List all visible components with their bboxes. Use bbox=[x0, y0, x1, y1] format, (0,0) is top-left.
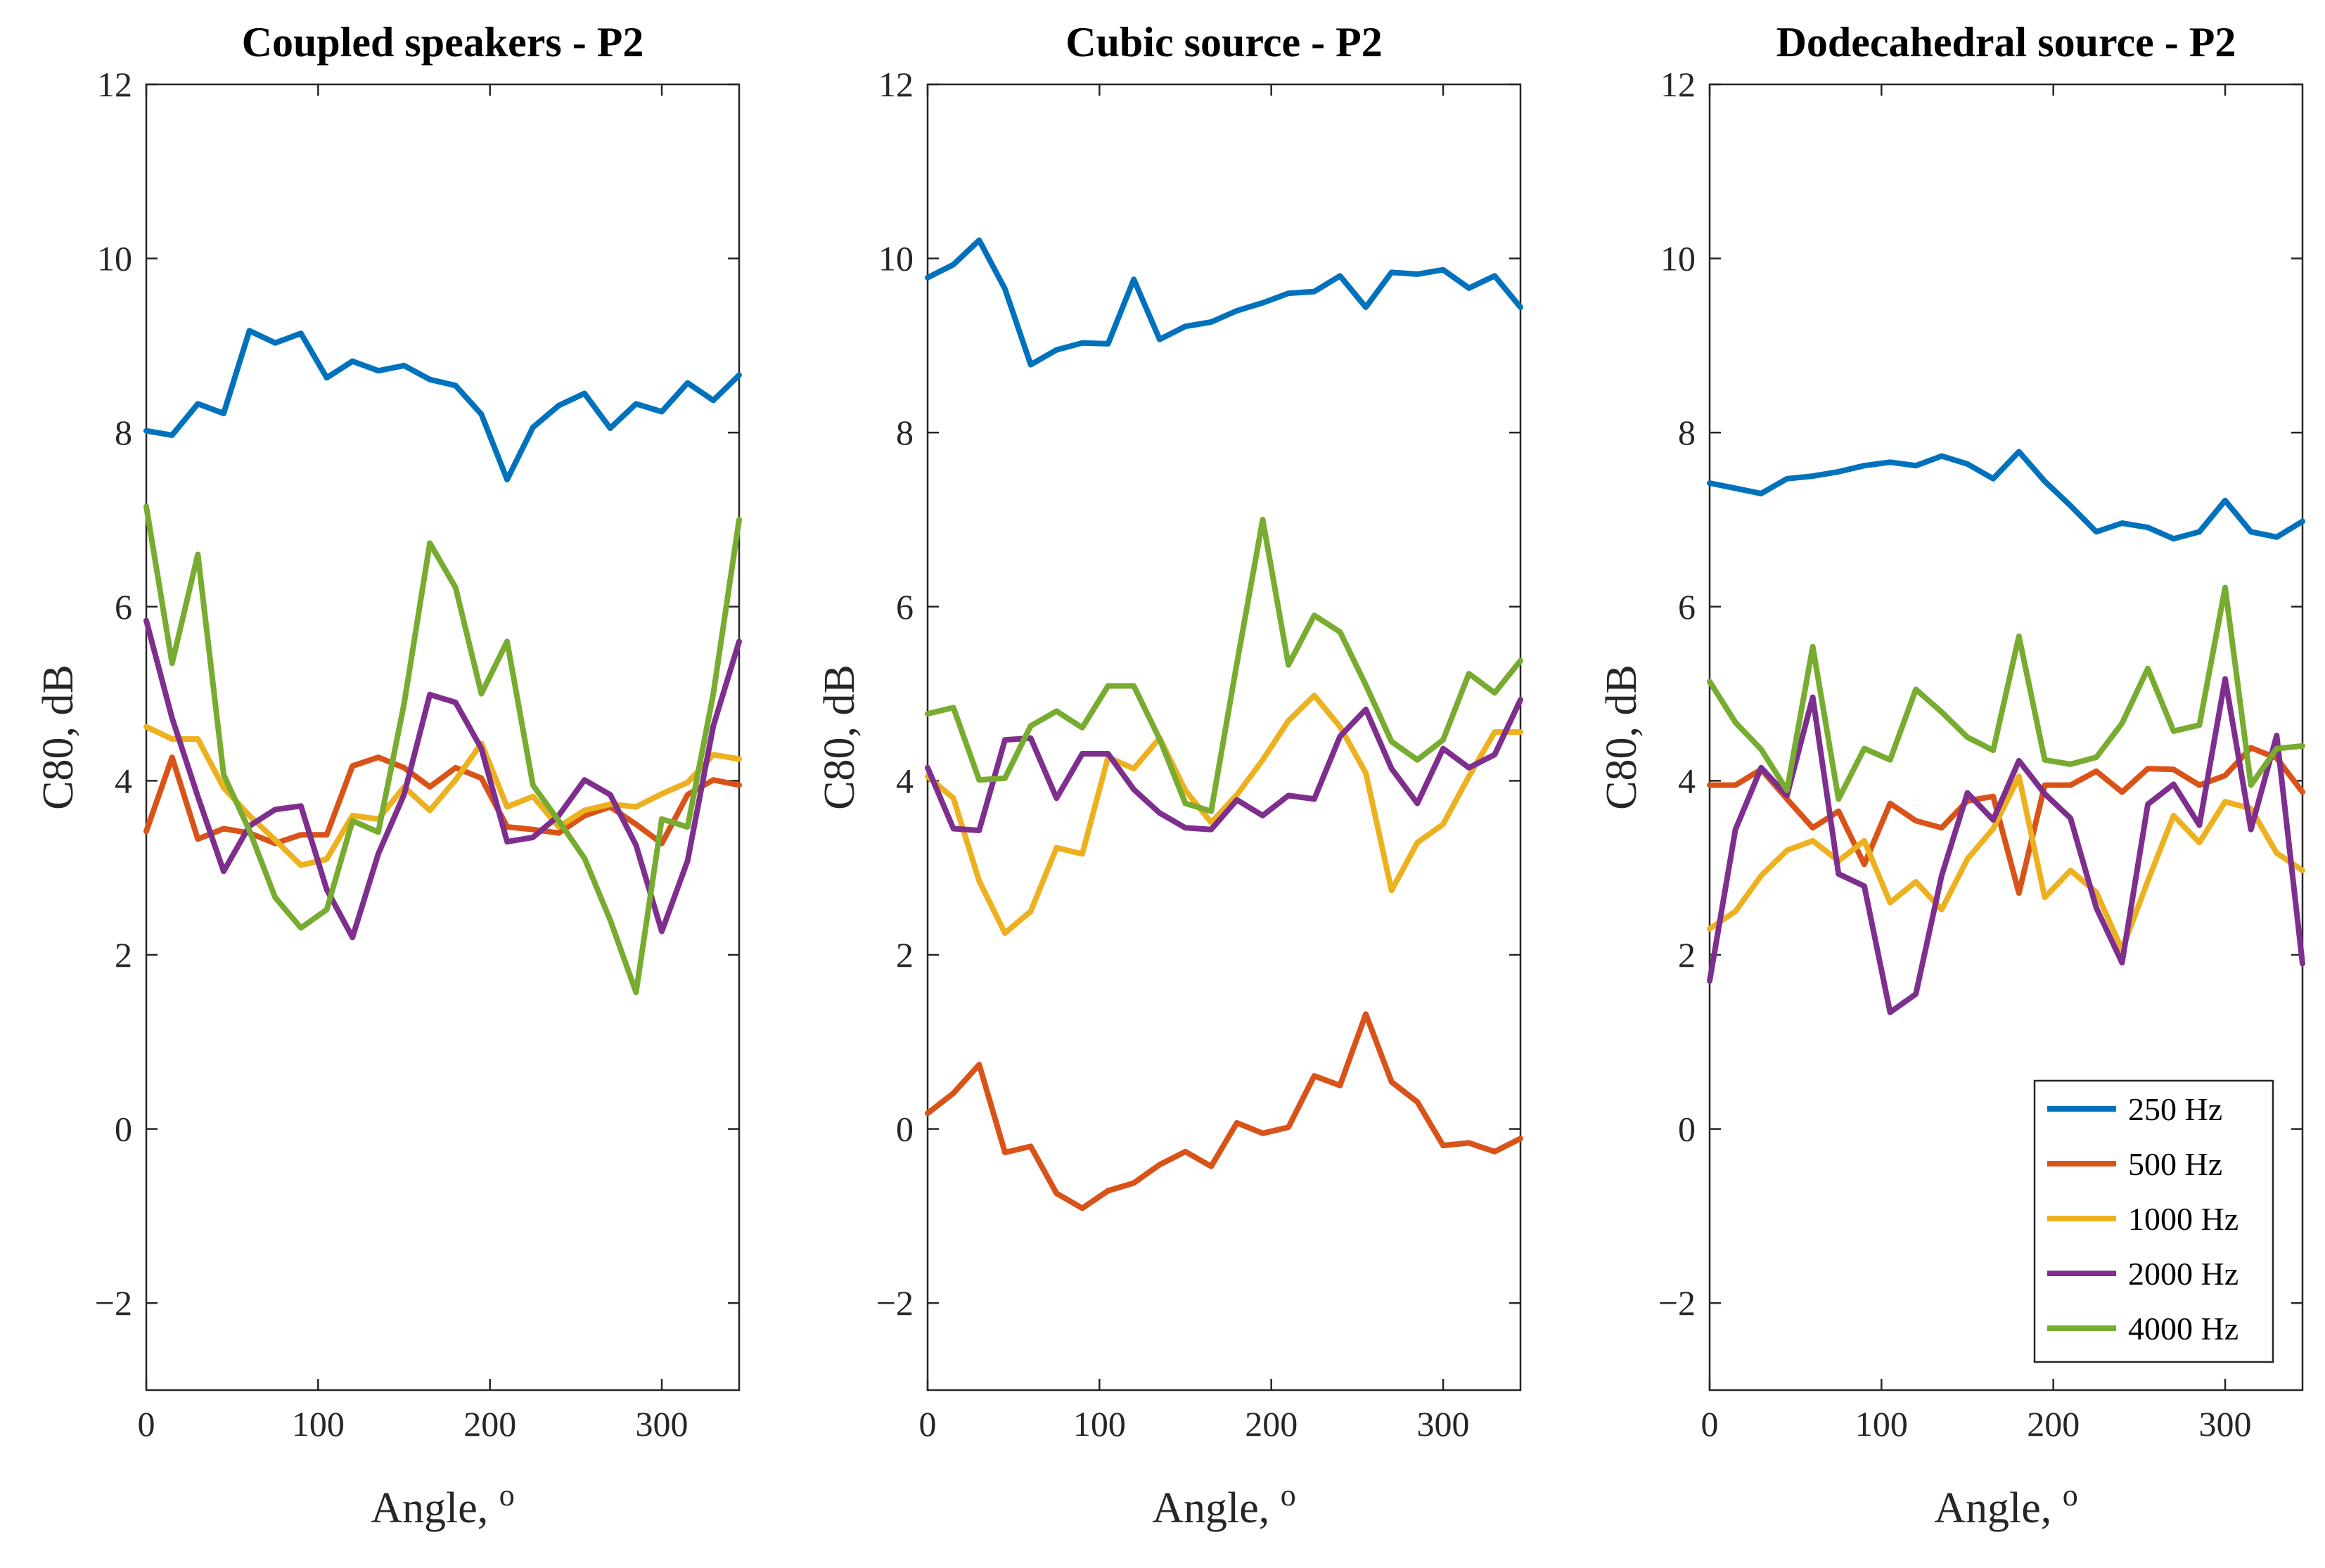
y-tick-label: 4 bbox=[115, 761, 132, 800]
plot-area bbox=[145, 83, 741, 1392]
series-1000-hz bbox=[925, 693, 1523, 937]
series-line bbox=[925, 517, 1523, 814]
x-axis-label-main: Angle, bbox=[1934, 1484, 2063, 1532]
series-1000-hz bbox=[1707, 773, 2305, 953]
series-1000-hz bbox=[143, 724, 742, 868]
y-axis-label: C80, dB bbox=[816, 664, 864, 810]
series-250-hz bbox=[143, 328, 742, 483]
chart-panel-1: Coupled speakers - P2 −2 0 2 4 6 8 10 12 0 100 200 3… bbox=[34, 19, 742, 1532]
y-tick-label: 0 bbox=[896, 1110, 914, 1149]
series-500-hz bbox=[925, 1011, 1523, 1212]
x-tick-label: 0 bbox=[1701, 1404, 1719, 1444]
series-2000-hz bbox=[1707, 676, 2305, 1015]
x-tick-label: 100 bbox=[292, 1404, 345, 1444]
legend-entry: 2000 Hz bbox=[2128, 1256, 2238, 1292]
chart-title: Dodecahedral source - P2 bbox=[1776, 19, 2236, 65]
series-4000-hz bbox=[1707, 584, 2305, 802]
x-tick-label: 200 bbox=[2027, 1404, 2080, 1444]
legend-entry: 4000 Hz bbox=[2128, 1311, 2238, 1347]
y-axis-label: C80, dB bbox=[1598, 664, 1646, 810]
y-tick-label: 12 bbox=[878, 65, 914, 104]
y-tick-label: 6 bbox=[896, 587, 914, 626]
series-line bbox=[143, 617, 742, 941]
series-line bbox=[1707, 773, 2305, 953]
series-500-hz bbox=[1707, 745, 2305, 897]
y-tick-label: 4 bbox=[896, 761, 914, 800]
chart-title: Cubic source - P2 bbox=[1065, 19, 1383, 65]
y-axis-label: C80, dB bbox=[34, 664, 82, 810]
y-tick-label: 8 bbox=[115, 413, 132, 452]
y-tick-label: 10 bbox=[1660, 239, 1696, 278]
series-line bbox=[143, 724, 742, 868]
x-axis-label-superscript: o bbox=[499, 1478, 515, 1512]
series-2000-hz bbox=[143, 617, 742, 941]
x-tick-label: 100 bbox=[1855, 1404, 1908, 1444]
y-tick-label: 0 bbox=[115, 1110, 132, 1149]
y-tick-label: 10 bbox=[878, 239, 914, 278]
series-line bbox=[1707, 584, 2305, 802]
y-tick-label: −2 bbox=[95, 1283, 132, 1323]
legend-entry: 500 Hz bbox=[2128, 1146, 2222, 1182]
series-line bbox=[925, 237, 1523, 368]
y-tick-label: 12 bbox=[97, 65, 132, 104]
series-line bbox=[925, 1011, 1523, 1212]
series-line bbox=[1707, 676, 2305, 1015]
y-tick-label: 8 bbox=[1678, 413, 1696, 452]
x-axis-label-superscript: o bbox=[1281, 1478, 1296, 1512]
x-axis-label-main: Angle, bbox=[1152, 1484, 1281, 1532]
x-tick-label: 0 bbox=[919, 1404, 937, 1444]
x-tick-label: 200 bbox=[463, 1404, 516, 1444]
y-tick-label: −2 bbox=[1658, 1283, 1696, 1323]
x-axis-label: Angle, o bbox=[1934, 1478, 2078, 1532]
x-tick-label: 300 bbox=[2199, 1404, 2252, 1444]
x-axis-label-superscript: o bbox=[2063, 1478, 2078, 1512]
chart-title: Coupled speakers - P2 bbox=[242, 19, 644, 65]
series-line bbox=[1707, 745, 2305, 897]
x-axis-label: Angle, o bbox=[371, 1478, 515, 1532]
x-tick-label: 0 bbox=[138, 1404, 155, 1444]
y-tick-label: 2 bbox=[1678, 935, 1696, 975]
legend-entry: 1000 Hz bbox=[2128, 1201, 2238, 1237]
y-tick-label: −2 bbox=[876, 1283, 914, 1323]
series-250-hz bbox=[925, 237, 1523, 368]
series-line bbox=[143, 328, 742, 483]
y-tick-label: 2 bbox=[115, 935, 132, 975]
chart-panel-3: Dodecahedral source - P2 −2 0 2 4 6 8 10 12 0 100 2… bbox=[1598, 19, 2305, 1532]
plot-area bbox=[1708, 83, 2304, 1392]
x-axis-label: Angle, o bbox=[1152, 1478, 1296, 1532]
y-tick-label: 4 bbox=[1678, 761, 1696, 800]
series-line bbox=[1707, 449, 2305, 542]
x-axis-label-main: Angle, bbox=[371, 1484, 499, 1532]
y-tick-label: 2 bbox=[896, 935, 914, 975]
series-4000-hz bbox=[925, 517, 1523, 814]
y-tick-label: 6 bbox=[115, 587, 132, 626]
series-line bbox=[143, 503, 742, 996]
legend: 250 Hz 500 Hz 1000 Hz 2000 Hz 4000 Hz bbox=[2033, 1079, 2274, 1363]
series-line bbox=[925, 693, 1523, 937]
y-tick-label: 6 bbox=[1678, 587, 1696, 626]
legend-entry: 250 Hz bbox=[2128, 1091, 2222, 1127]
chart-panel-2: Cubic source - P2 −2 0 2 4 6 8 10 12 0 100 200 300 An… bbox=[816, 19, 1523, 1532]
y-tick-label: 8 bbox=[896, 413, 914, 452]
series-4000-hz bbox=[143, 503, 742, 996]
x-tick-label: 300 bbox=[636, 1404, 688, 1444]
series-250-hz bbox=[1707, 449, 2305, 542]
x-tick-label: 100 bbox=[1073, 1404, 1126, 1444]
x-tick-label: 200 bbox=[1245, 1404, 1298, 1444]
y-tick-label: 0 bbox=[1678, 1110, 1696, 1149]
y-tick-label: 10 bbox=[97, 239, 132, 278]
x-tick-label: 300 bbox=[1417, 1404, 1470, 1444]
plot-area bbox=[926, 83, 1522, 1392]
y-tick-label: 12 bbox=[1660, 65, 1696, 104]
